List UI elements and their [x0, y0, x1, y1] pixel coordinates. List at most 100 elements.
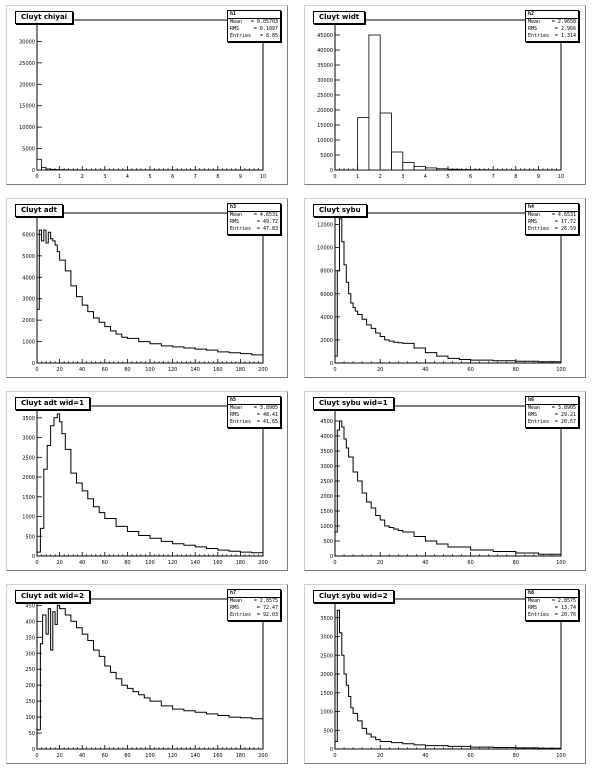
plot-title: Cluyt sybu wid=1: [313, 397, 394, 410]
stats-mean-label: Mean: [230, 19, 243, 25]
y-tick-label: 50: [29, 731, 35, 737]
histogram-pad: 0 20 40 60 80 100 120 140 160 180 200 0 1000 2000 3000…: [6, 198, 288, 378]
x-tick-label: 9: [537, 174, 540, 180]
stats-rms-value: = 72.47: [256, 605, 278, 611]
y-tick-label: 10000: [19, 125, 35, 131]
stats-rms-label: RMS: [528, 219, 538, 225]
plot-title: Cluyt adt: [15, 204, 63, 217]
x-tick-label: 140: [190, 753, 200, 759]
histogram-line: [36, 229, 264, 363]
y-tick-label: 20000: [19, 82, 35, 88]
x-tick-label: 0: [35, 174, 38, 180]
plot-frame: [334, 598, 562, 750]
histogram-plot: 0 1 2 3 4 5 6 7 8 9 10 0 5000 10000 15000 20000 25000 300…: [19, 18, 266, 180]
histogram-plot: 0 20 40 60 80 100 120 140 160 180 2000500100015002…: [22, 405, 268, 566]
histogram-pad: 0 20 40 60 80 100 0 500 1000 1500 2000 2500 3000 3500…: [304, 584, 586, 764]
stats-mean-value: = 0.05703: [250, 19, 278, 25]
y-tick-label: 0: [32, 747, 35, 753]
stats-entries-label: Entries: [230, 226, 252, 232]
x-tick-label: 8: [216, 174, 219, 180]
stats-rms-label: RMS: [230, 219, 240, 225]
histogram-pad: 0 20 40 60 80 100 120 140 160 180 200 0 500 1000 1500 2…: [6, 391, 288, 571]
y-tick-label: 2000: [22, 318, 35, 324]
x-tick-label: 80: [124, 753, 130, 759]
y-tick-label: 3500: [22, 416, 35, 422]
y-tick-label: 4000: [320, 315, 333, 321]
stats-box: h8 Mean = 2.8575 RMS = 13.74 Entries = 20.7…: [525, 589, 579, 621]
y-tick-label: 2500: [22, 455, 35, 461]
y-tick-label: 3000: [22, 297, 35, 303]
histogram-bar: [41, 167, 47, 171]
stats-entries-value: = 41.65: [256, 419, 278, 425]
y-tick-label: 0: [330, 168, 333, 174]
x-tick-label: 80: [513, 753, 519, 759]
stats-rms-value: = 17.72: [554, 219, 576, 225]
y-tick-label: 4000: [22, 275, 35, 281]
x-tick-label: 0: [35, 753, 38, 759]
y-tick-label: 3500: [320, 449, 333, 455]
x-tick-label: 5: [446, 174, 449, 180]
stats-entries-value: = 47.83: [256, 226, 278, 232]
histogram-bar: [436, 168, 449, 171]
y-tick-label: 4000: [320, 434, 333, 440]
histogram-bar: [45, 168, 51, 171]
stats-box: h5 Mean = 3.8905 RMS = 48.41 Entries = 41.6…: [227, 396, 281, 428]
histogram-bar: [36, 158, 42, 171]
stats-box: h2 Mean = 2.9650 RMS = 2.966 Entries = 1.31…: [525, 10, 579, 42]
x-tick-label: 20: [56, 560, 62, 566]
x-tick-label: 60: [467, 753, 473, 759]
stats-header: h1: [228, 11, 280, 19]
stats-header: h8: [526, 590, 578, 598]
x-tick-label: 1: [58, 174, 61, 180]
stats-mean-value: = 2.8575: [551, 598, 576, 604]
y-tick-label: 1000: [22, 340, 35, 346]
x-tick-label: 40: [79, 367, 85, 373]
x-tick-label: 20: [56, 367, 62, 373]
stats-header: h6: [526, 397, 578, 405]
histogram-plot: 0 20 40 60 80 100 0 2000 4000 6000 8000 10000 12000: [317, 212, 566, 373]
y-tick-label: 10000: [317, 246, 333, 252]
y-tick-label: 1000: [320, 524, 333, 530]
histogram-plot: 0 20 40 60 80 1000500100015002000250030003500…: [320, 405, 566, 566]
y-tick-label: 200: [25, 683, 35, 689]
x-tick-label: 6: [171, 174, 174, 180]
histogram-bar: [391, 151, 404, 171]
y-tick-label: 0: [32, 168, 35, 174]
y-tick-label: 3500: [320, 616, 333, 622]
y-tick-label: 1500: [320, 691, 333, 697]
y-tick-label: 2500: [320, 479, 333, 485]
stats-entries-label: Entries: [528, 226, 550, 232]
x-tick-label: 5: [148, 174, 151, 180]
stats-box: h6 Mean = 3.8905 RMS = 29.21 Entries = 20.5…: [525, 396, 579, 428]
stats-mean-label: Mean: [528, 212, 541, 218]
stats-rms-label: RMS: [528, 412, 538, 418]
x-tick-label: 3: [103, 174, 106, 180]
y-tick-label: 250: [25, 667, 35, 673]
stats-entries-value: = 92.03: [256, 612, 278, 618]
stats-mean-value: = 2.9650: [551, 19, 576, 25]
x-tick-label: 8: [514, 174, 517, 180]
x-tick-label: 2: [81, 174, 84, 180]
x-tick-label: 60: [102, 367, 108, 373]
stats-entries-value: = 26.59: [554, 226, 576, 232]
x-tick-label: 9: [239, 174, 242, 180]
histogram-bar: [357, 117, 370, 171]
x-tick-label: 120: [168, 367, 178, 373]
x-tick-label: 100: [145, 560, 155, 566]
plot-frame: [36, 405, 264, 557]
plot-title: Cluyt adt wid=2: [15, 590, 90, 603]
stats-rms-value: = 2.966: [554, 26, 576, 32]
y-tick-label: 4500: [320, 419, 333, 425]
plot-title: Cluyt adt wid=1: [15, 397, 90, 410]
histogram-bar: [50, 168, 56, 171]
plot-frame: [36, 212, 264, 364]
y-tick-label: 100: [25, 715, 35, 721]
x-tick-label: 20: [377, 753, 383, 759]
stats-header: h7: [228, 590, 280, 598]
x-tick-label: 200: [258, 560, 268, 566]
plot-frame: [334, 212, 562, 364]
x-tick-label: 20: [56, 753, 62, 759]
histogram-bar: [447, 168, 460, 171]
